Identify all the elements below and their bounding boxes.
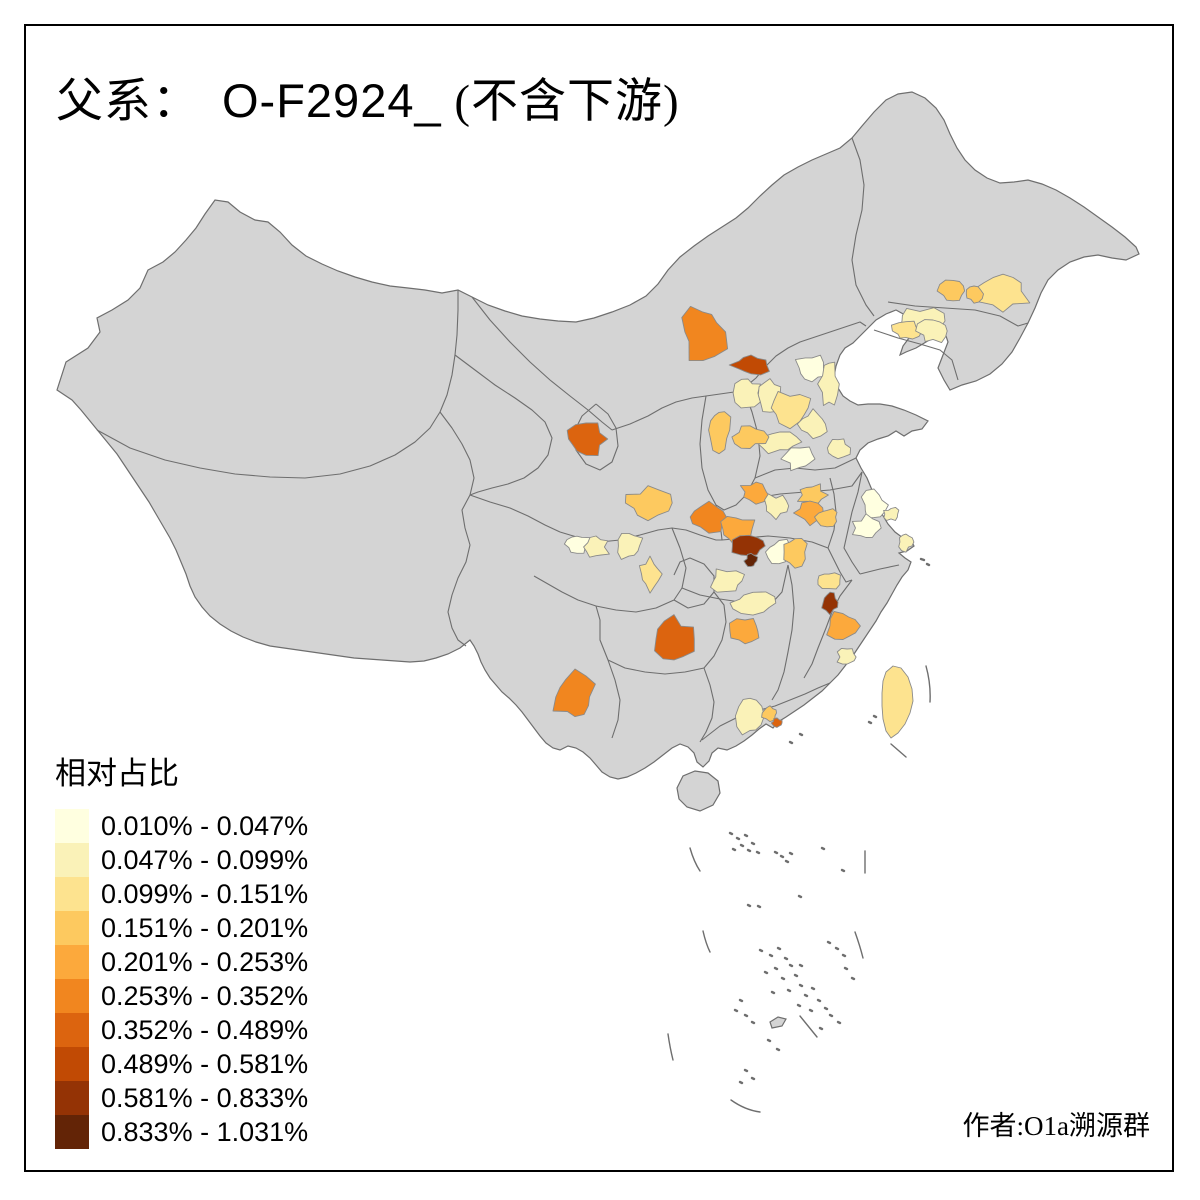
region-baotou <box>681 305 729 362</box>
legend-range-label: 0.581% - 0.833% <box>101 1083 309 1113</box>
legend-range-label: 0.833% - 1.031% <box>101 1117 309 1147</box>
legend-item: 0.047% - 0.099% <box>55 843 308 877</box>
title-prefix: 父系： <box>56 76 200 128</box>
region-hohhot <box>728 354 770 376</box>
legend-item: 0.352% - 0.489% <box>55 1013 308 1047</box>
region-guyuan <box>566 422 609 457</box>
region-changde <box>728 618 760 645</box>
region-zhoukou <box>814 508 838 528</box>
map-regions <box>552 273 1031 739</box>
south-china-sea-islands <box>728 557 931 1085</box>
sea-features <box>667 557 931 1113</box>
title-suffix: (不含下游) <box>441 76 680 128</box>
legend-range-label: 0.352% - 0.489% <box>101 1015 309 1045</box>
region-jiujiang <box>817 572 841 590</box>
legend-item: 0.099% - 0.151% <box>55 877 308 911</box>
region-handan <box>731 425 770 449</box>
legend-swatch <box>55 979 89 1013</box>
region-zunyi <box>654 614 695 661</box>
legend-items: 0.010% - 0.047% 0.047% - 0.099% 0.099% - 0… <box>55 809 308 1149</box>
province-borders <box>96 137 1029 743</box>
legend-swatch <box>55 945 89 979</box>
region-mianyang <box>617 532 644 560</box>
legend-item: 0.489% - 0.581% <box>55 1047 308 1081</box>
region-chengdu <box>583 535 610 558</box>
region-shanghai <box>898 533 915 553</box>
region-jingdezhen <box>821 591 839 616</box>
title-haplogroup-code: O-F2924_ <box>222 74 442 127</box>
region-datong <box>732 378 761 409</box>
region-cangzhou <box>796 408 828 440</box>
region-pingdingshan <box>764 493 790 521</box>
region-tianjin <box>817 361 840 406</box>
region-beijing <box>794 354 829 383</box>
region-shangrao <box>826 611 861 640</box>
legend-range-label: 0.253% - 0.352% <box>101 981 309 1011</box>
legend-swatch <box>55 877 89 911</box>
legend-range-label: 0.489% - 0.581% <box>101 1049 309 1079</box>
page-title: 父系： O-F2924_ (不含下游) <box>56 62 680 131</box>
region-chuzhou <box>851 513 882 538</box>
small-islet <box>769 1016 787 1029</box>
legend-swatch <box>55 911 89 945</box>
region-shiyan <box>731 534 766 557</box>
region-suining <box>638 555 663 594</box>
legend-title: 相对占比 <box>55 756 179 791</box>
legend-item: 0.151% - 0.201% <box>55 911 308 945</box>
region-jingzhou <box>729 591 777 616</box>
legend-swatch <box>55 1047 89 1081</box>
region-liaocheng <box>826 438 852 460</box>
region-lvliang <box>708 411 732 455</box>
legend-range-label: 0.010% - 0.047% <box>101 811 309 841</box>
region-changchun <box>936 279 966 302</box>
legend-swatch <box>55 809 89 843</box>
legend-range-label: 0.047% - 0.099% <box>101 845 309 875</box>
sea-dashes <box>667 665 931 1113</box>
legend-range-label: 0.099% - 0.151% <box>101 879 309 909</box>
region-longnan <box>624 485 673 522</box>
region-guanzhong <box>689 500 727 534</box>
legend-item: 0.581% - 0.833% <box>55 1081 308 1115</box>
region-yichang <box>710 568 745 593</box>
legend-range-label: 0.201% - 0.253% <box>101 947 309 977</box>
legend-swatch <box>55 1013 89 1047</box>
region-siping <box>890 320 923 340</box>
legend-swatch <box>55 1081 89 1115</box>
region-taiwan <box>881 665 914 739</box>
region-kunming <box>552 668 596 718</box>
region-dezhou <box>780 446 816 472</box>
attribution-text: 作者:O1a溯源群 <box>962 1111 1150 1141</box>
legend: 相对占比 0.010% - 0.047% 0.047% - 0.099% 0.099… <box>55 748 308 1149</box>
region-liaoyang <box>915 319 948 344</box>
legend-range-label: 0.151% - 0.201% <box>101 913 309 943</box>
legend-item: 0.201% - 0.253% <box>55 945 308 979</box>
region-shennongjia <box>743 552 759 567</box>
region-suqian <box>860 488 889 519</box>
attribution: 作者:O1a溯源群 <box>963 1104 1150 1143</box>
region-qingyuan <box>734 697 765 736</box>
region-suizhou <box>783 537 808 569</box>
region-jilin-city <box>965 285 984 304</box>
legend-item: 0.833% - 1.031% <box>55 1115 308 1149</box>
region-wuxi <box>883 506 900 521</box>
legend-swatch <box>55 1115 89 1149</box>
region-putian <box>836 647 857 665</box>
region-luoyang <box>739 481 772 505</box>
legend-swatch <box>55 843 89 877</box>
region-dongguan <box>770 717 783 728</box>
legend-item: 0.253% - 0.352% <box>55 979 308 1013</box>
legend-item: 0.010% - 0.047% <box>55 809 308 843</box>
hainan-island <box>676 770 721 812</box>
